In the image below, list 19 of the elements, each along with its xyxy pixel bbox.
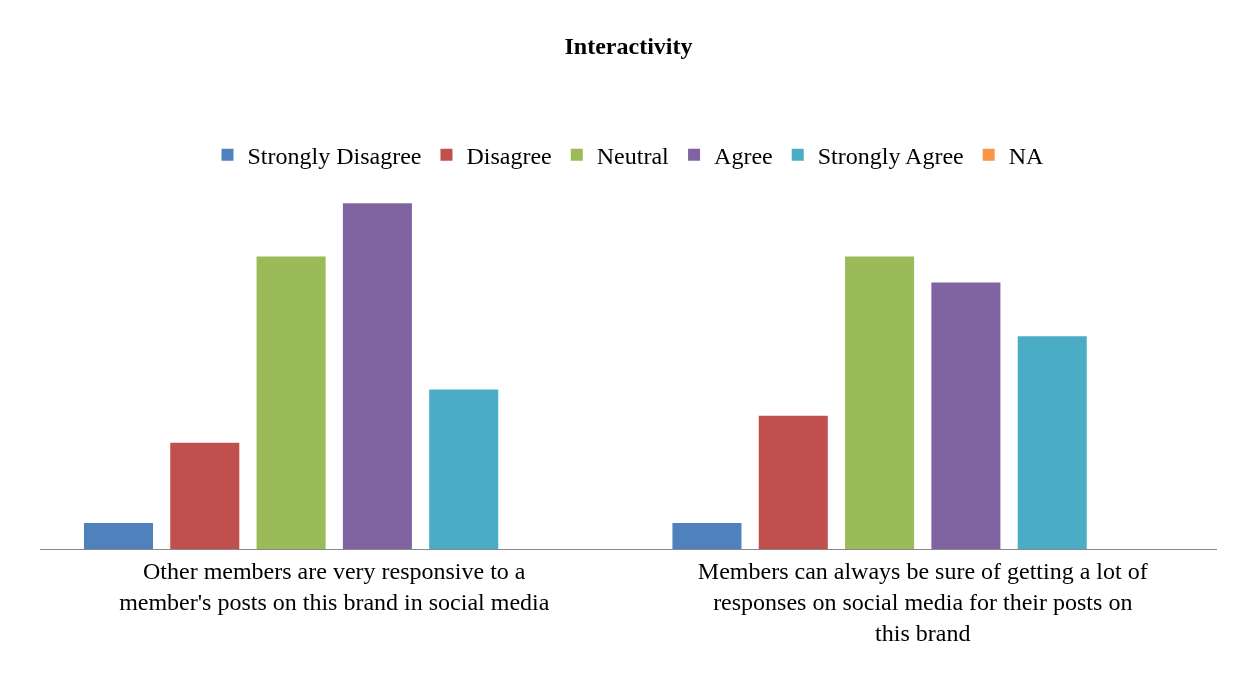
legend-label: NA <box>1008 143 1045 170</box>
bar <box>1017 336 1087 549</box>
bar <box>845 256 915 549</box>
x-tick-label: Other members are very responsive to a member's posts on this brand in social media <box>119 557 550 615</box>
bar <box>758 415 828 549</box>
bar <box>170 442 240 549</box>
bar <box>83 523 153 549</box>
bar <box>672 523 742 549</box>
bar <box>429 389 499 549</box>
x-tick-label: Members can always be sure of getting a lot of responses on social media for their posts on this brand <box>697 557 1148 647</box>
legend-label: Strongly Agree <box>817 143 964 170</box>
legend-label: Neutral <box>596 143 670 170</box>
bar <box>342 203 412 549</box>
legend-label: Agree <box>714 143 773 170</box>
chart-title: Interactivity <box>564 32 693 59</box>
bar <box>256 256 326 549</box>
bar <box>931 282 1001 549</box>
legend-label: Strongly Disagree <box>247 143 422 170</box>
legend-label: Disagree <box>466 143 552 170</box>
